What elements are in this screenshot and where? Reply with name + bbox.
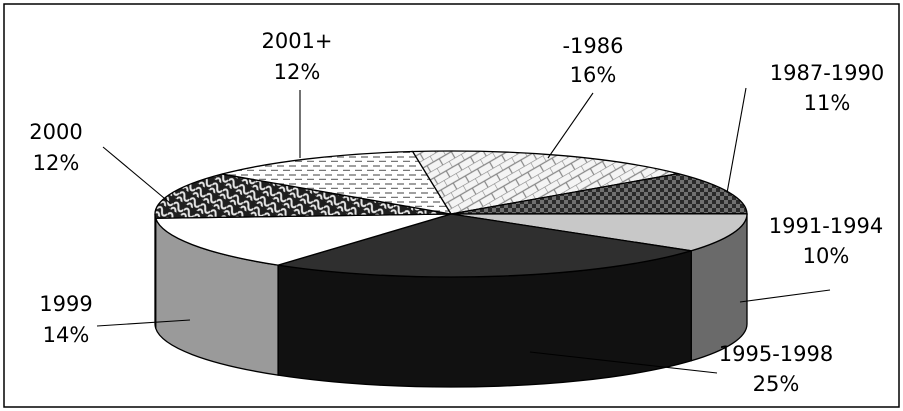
slice-percent-2001: 12% bbox=[274, 60, 321, 84]
slice-2000 bbox=[154, 173, 452, 219]
slice-label-2001: 2001+ bbox=[261, 29, 332, 53]
slice-percent-1995-1998: 25% bbox=[753, 372, 800, 396]
leader-line-1987-1990 bbox=[726, 87, 747, 194]
slice-label-1986: -1986 bbox=[562, 34, 623, 58]
slice-1987-1990 bbox=[450, 172, 748, 215]
slice-percent-1986: 16% bbox=[570, 63, 617, 87]
leader-line-1999 bbox=[96, 319, 191, 327]
slice-percent-2000: 12% bbox=[33, 151, 80, 175]
slice-1999 bbox=[154, 213, 452, 266]
slice-percent-1987-1990: 11% bbox=[804, 91, 851, 115]
slice-label-1995-1998: 1995-1998 bbox=[719, 342, 833, 366]
slice-percent-1991-1994: 10% bbox=[803, 244, 850, 268]
slice-label-1999: 1999 bbox=[39, 292, 92, 316]
slice-label-2000: 2000 bbox=[29, 120, 82, 144]
slice-side-2000 bbox=[154, 213, 157, 329]
slice-2001 bbox=[221, 150, 453, 215]
leader-line-2000 bbox=[102, 146, 171, 204]
slice-1986 bbox=[411, 150, 679, 215]
slice-1991-1994 bbox=[450, 213, 748, 252]
slice-label-1991-1994: 1991-1994 bbox=[769, 214, 883, 238]
leader-line-1991-1994 bbox=[739, 289, 831, 303]
leader-line-1995-1998 bbox=[529, 351, 718, 374]
slice-percent-1999: 14% bbox=[43, 323, 90, 347]
slice-label-1987-1990: 1987-1990 bbox=[770, 61, 884, 85]
leader-line-1986 bbox=[547, 92, 594, 159]
slice-1995-1998 bbox=[277, 213, 692, 278]
